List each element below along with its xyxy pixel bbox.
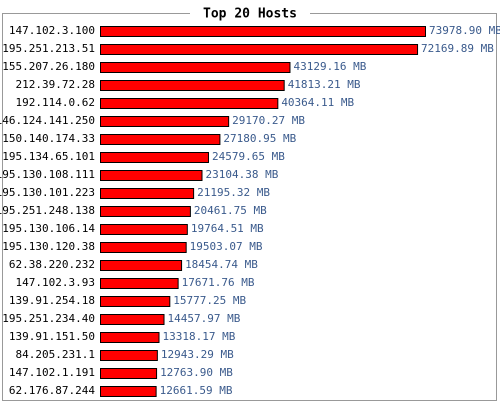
value-label: 24579.65 MB (212, 150, 285, 163)
value-label: 14457.97 MB (168, 312, 241, 325)
bar (100, 44, 419, 55)
category-label: 146.124.141.250 (0, 114, 95, 127)
category-label: 147.102.3.100 (9, 24, 95, 37)
bar (100, 98, 279, 109)
bar (100, 224, 188, 235)
category-label: 62.38.220.232 (9, 258, 95, 271)
category-label: 139.91.151.50 (9, 330, 95, 343)
value-label: 20461.75 MB (194, 204, 267, 217)
bar (100, 242, 187, 253)
category-label: 155.207.26.180 (2, 60, 95, 73)
bar (100, 62, 291, 73)
value-label: 72169.89 MB (421, 42, 494, 55)
category-label: 84.205.231.1 (16, 348, 95, 361)
value-label: 23104.38 MB (206, 168, 279, 181)
bar (100, 116, 230, 127)
bar (100, 350, 158, 361)
bar (100, 26, 426, 37)
value-label: 13318.17 MB (163, 330, 236, 343)
value-label: 12943.29 MB (161, 348, 234, 361)
category-label: 150.140.174.33 (2, 132, 95, 145)
bar (100, 260, 183, 271)
category-label: 195.134.65.101 (2, 150, 95, 163)
bar (100, 134, 221, 145)
title-backdrop (190, 4, 310, 22)
category-label: 195.251.248.138 (0, 204, 95, 217)
value-label: 12763.90 MB (160, 366, 233, 379)
category-label: 195.130.120.38 (2, 240, 95, 253)
value-label: 73978.90 MB (429, 24, 500, 37)
bar (100, 206, 191, 217)
category-label: 212.39.72.28 (16, 78, 95, 91)
value-label: 41813.21 MB (288, 78, 361, 91)
bar (100, 152, 209, 163)
category-label: 195.251.234.40 (2, 312, 95, 325)
category-label: 147.102.1.191 (9, 366, 95, 379)
category-label: 195.130.108.111 (0, 168, 95, 181)
bar (100, 170, 203, 181)
value-label: 29170.27 MB (232, 114, 305, 127)
bar (100, 386, 157, 397)
category-label: 195.251.213.51 (2, 42, 95, 55)
value-label: 27180.95 MB (223, 132, 296, 145)
bar (100, 80, 285, 91)
value-label: 43129.16 MB (293, 60, 366, 73)
bar (100, 314, 165, 325)
chart-title: Top 20 Hosts (203, 7, 297, 22)
bar (100, 332, 160, 343)
bar (100, 278, 179, 289)
category-label: 195.130.101.223 (0, 186, 95, 199)
value-label: 18454.74 MB (185, 258, 258, 271)
category-label: 139.91.254.18 (9, 294, 95, 307)
category-label: 147.102.3.93 (16, 276, 95, 289)
value-label: 21195.32 MB (197, 186, 270, 199)
value-label: 40364.11 MB (281, 96, 354, 109)
value-label: 12661.59 MB (160, 384, 233, 397)
bar (100, 368, 158, 379)
bar (100, 188, 195, 199)
category-label: 192.114.0.62 (16, 96, 95, 109)
value-label: 19503.07 MB (190, 240, 263, 253)
category-label: 195.130.106.14 (2, 222, 95, 235)
value-label: 19764.51 MB (191, 222, 264, 235)
value-label: 15777.25 MB (173, 294, 246, 307)
value-label: 17671.76 MB (182, 276, 255, 289)
category-label: 62.176.87.244 (9, 384, 95, 397)
bar (100, 296, 171, 307)
